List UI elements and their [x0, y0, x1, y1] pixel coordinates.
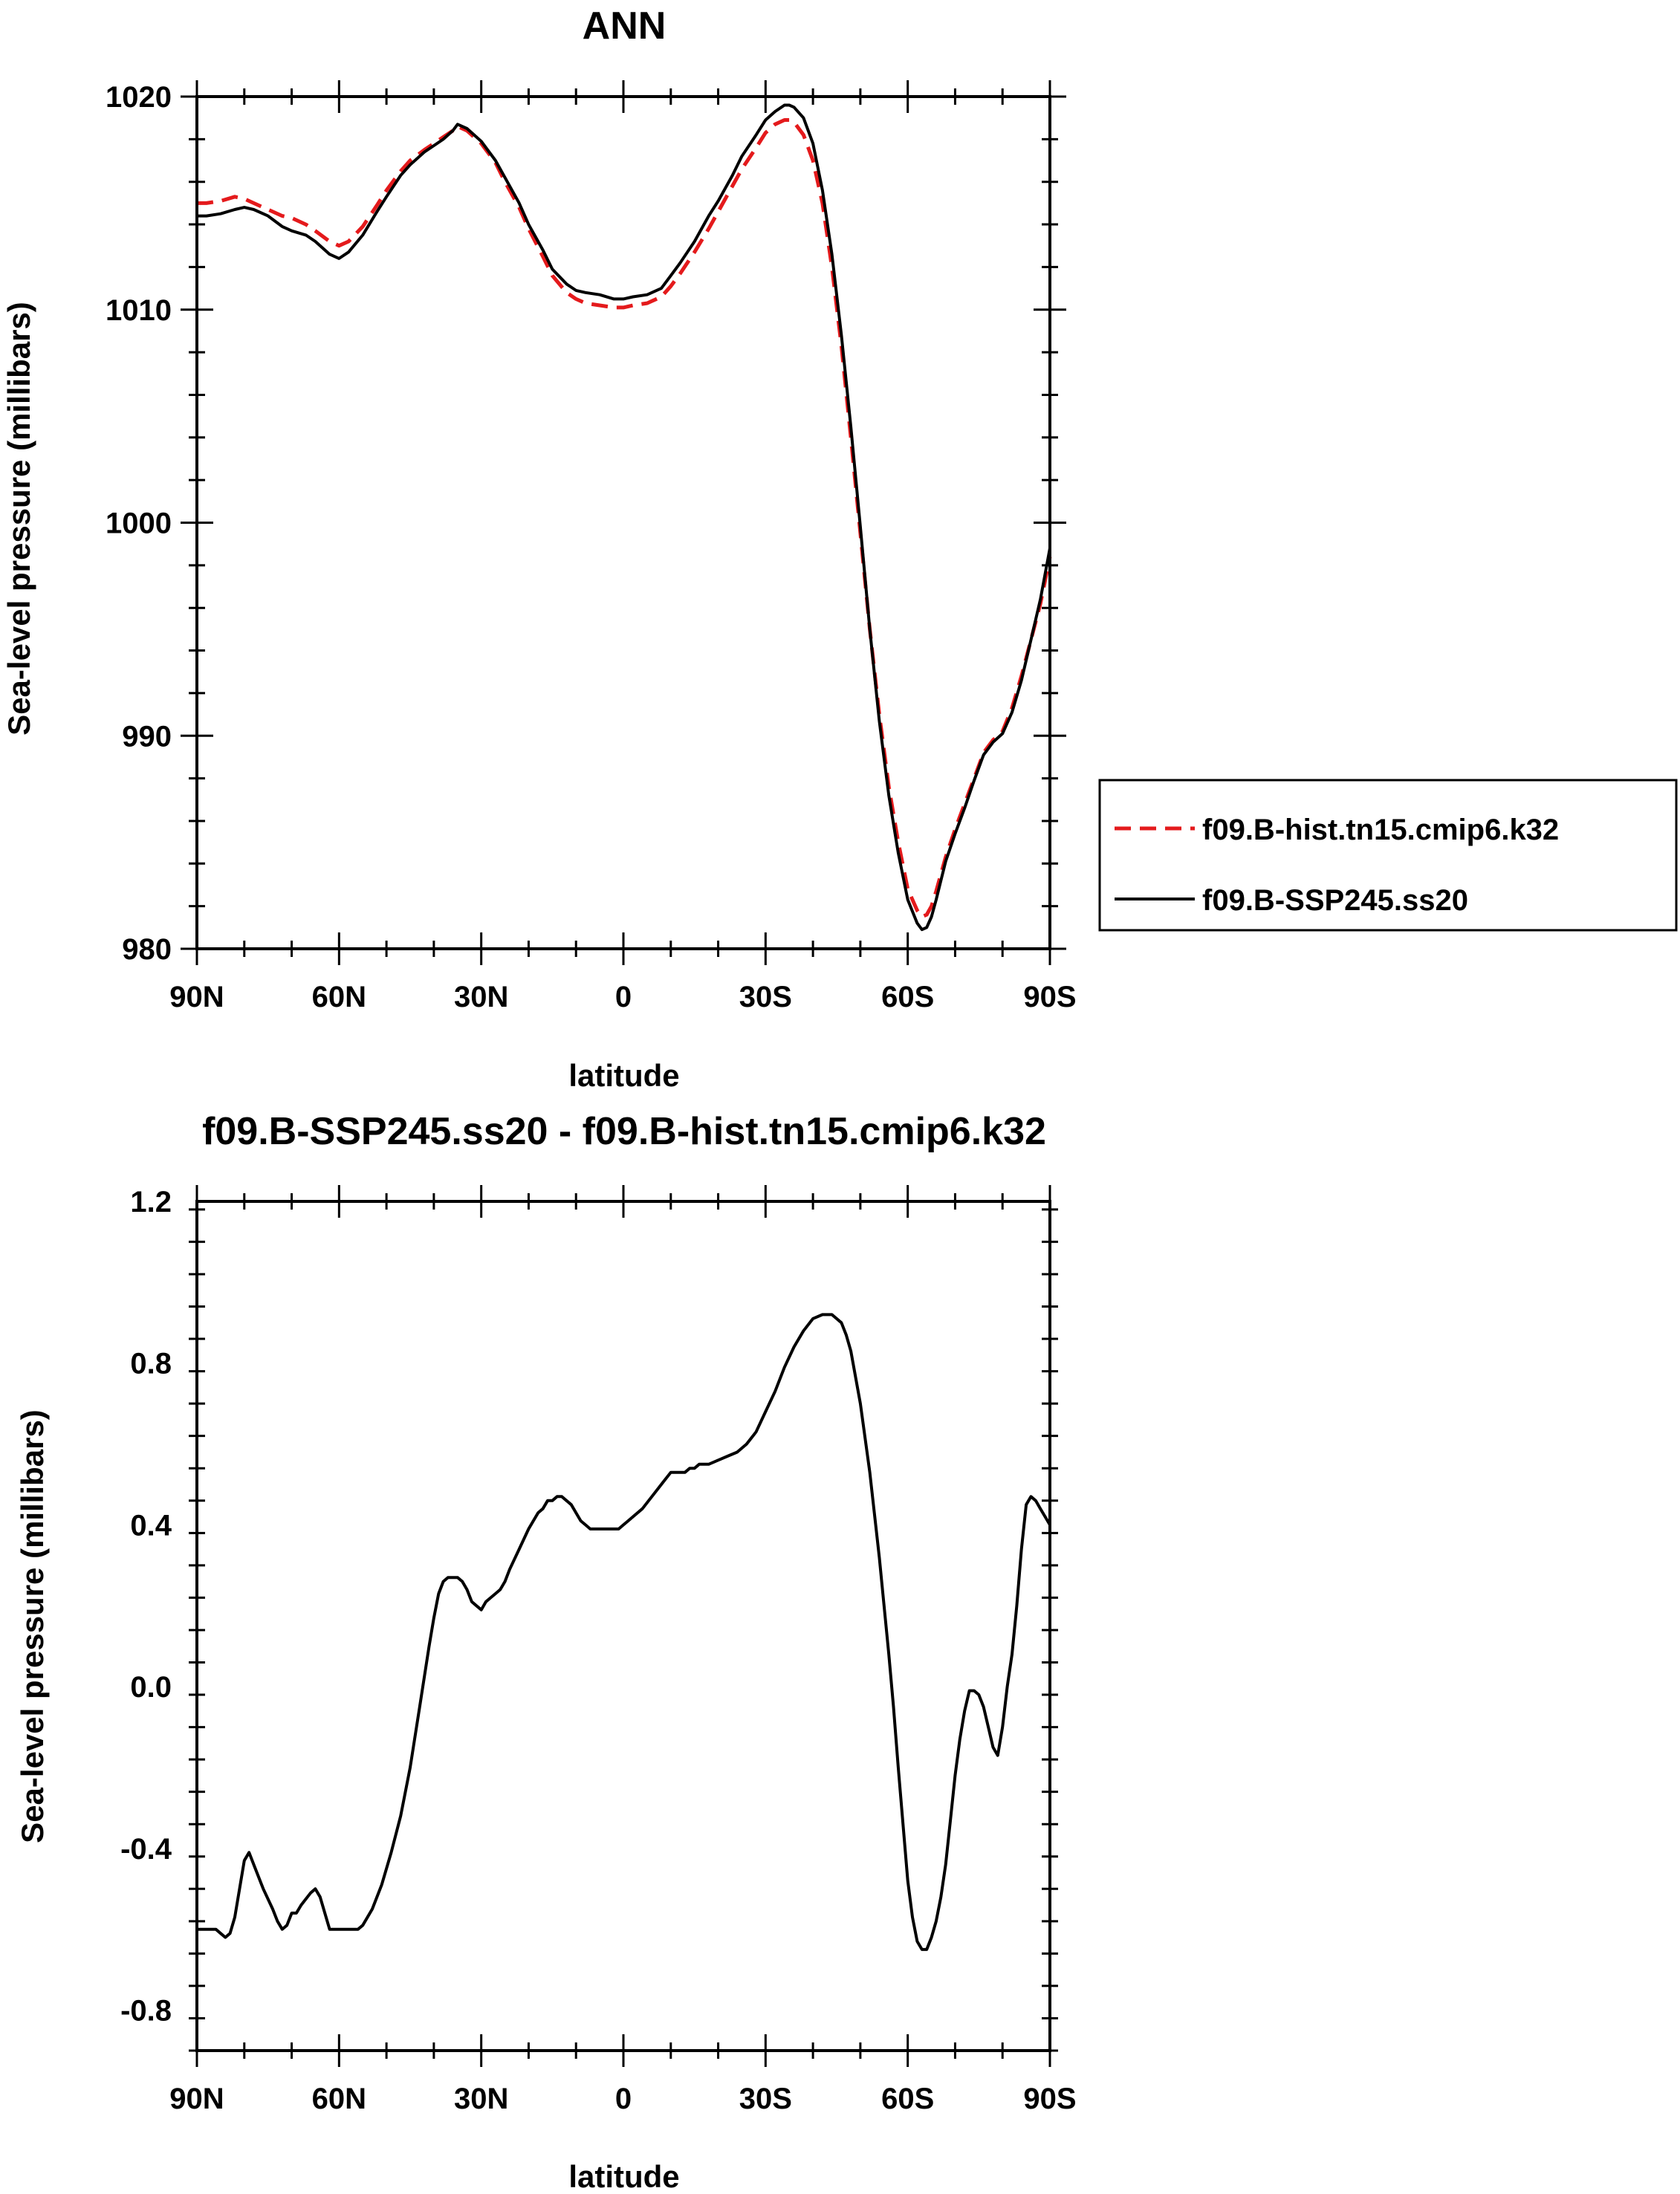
chart-title: ANN	[583, 4, 667, 48]
plot-frame	[195, 1200, 1051, 2052]
x-tick-label: 30N	[454, 981, 508, 1013]
x-tick-label: 30N	[454, 2083, 508, 2115]
y-tick-label: 1000	[106, 507, 172, 540]
legend-label-hist: f09.B-hist.tn15.cmip6.k32	[1202, 814, 1559, 846]
x-tick-label: 60S	[881, 2083, 934, 2115]
y-tick-label: -0.4	[120, 1833, 172, 1866]
x-tick-label: 90S	[1023, 981, 1076, 1013]
series-line-0	[197, 118, 1052, 919]
legend: f09.B-hist.tn15.cmip6.k32 f09.B-SSP245.s…	[1098, 779, 1678, 932]
series-line-1	[197, 103, 1051, 932]
series-lines	[197, 1313, 1051, 1951]
tick-marks	[189, 1185, 1058, 2067]
series-lines	[197, 103, 1052, 932]
x-tick-label: 0	[615, 981, 632, 1013]
chart-title: f09.B-SSP245.ss20 - f09.B-hist.tn15.cmip…	[202, 1110, 1046, 1153]
x-tick-label: 60N	[312, 981, 366, 1013]
y-axis-label: Sea-level pressure (millibars)	[15, 1409, 50, 1843]
x-tick-labels: 90N 60N 30N 0 30S 60S 90S	[169, 981, 1076, 1013]
x-tick-label: 0	[615, 2083, 632, 2115]
y-tick-labels: -0.8 -0.4 0.0 0.4 0.8 1.2	[120, 1186, 172, 2028]
x-tick-label: 90N	[169, 981, 224, 1013]
x-tick-label: 90N	[169, 2083, 224, 2115]
y-axis-label: Sea-level pressure (millibars)	[1, 302, 36, 736]
annual-mean-slp-chart: ANN Sea-level pressure (millibars) latit…	[1, 4, 1678, 1093]
y-tick-label: 1.2	[130, 1186, 172, 1218]
y-tick-label: 0.0	[130, 1671, 172, 1704]
y-tick-labels: 980 990 1000 1010 1020	[106, 81, 172, 966]
x-tick-label: 30S	[739, 2083, 792, 2115]
tick-marks	[181, 80, 1066, 965]
x-tick-labels: 90N 60N 30N 0 30S 60S 90S	[169, 2083, 1076, 2115]
x-tick-label: 30S	[739, 981, 792, 1013]
x-tick-label: 90S	[1023, 2083, 1076, 2115]
y-tick-label: 0.8	[130, 1348, 172, 1380]
y-tick-label: 980	[122, 933, 172, 966]
legend-box	[1098, 779, 1678, 932]
y-tick-label: 1010	[106, 294, 172, 327]
x-axis-label: latitude	[568, 1058, 679, 1093]
y-tick-label: -0.8	[120, 1995, 172, 2028]
x-tick-label: 60S	[881, 981, 934, 1013]
series-line-0	[197, 1313, 1051, 1951]
x-axis-label: latitude	[568, 2159, 679, 2194]
y-tick-label: 990	[122, 720, 172, 753]
plot-frame	[195, 95, 1051, 950]
x-tick-label: 60N	[312, 2083, 366, 2115]
y-tick-label: 0.4	[130, 1509, 172, 1542]
legend-label-ssp245: f09.B-SSP245.ss20	[1202, 884, 1468, 917]
y-tick-label: 1020	[106, 81, 172, 114]
difference-slp-chart: f09.B-SSP245.ss20 - f09.B-hist.tn15.cmip…	[15, 1110, 1077, 2194]
